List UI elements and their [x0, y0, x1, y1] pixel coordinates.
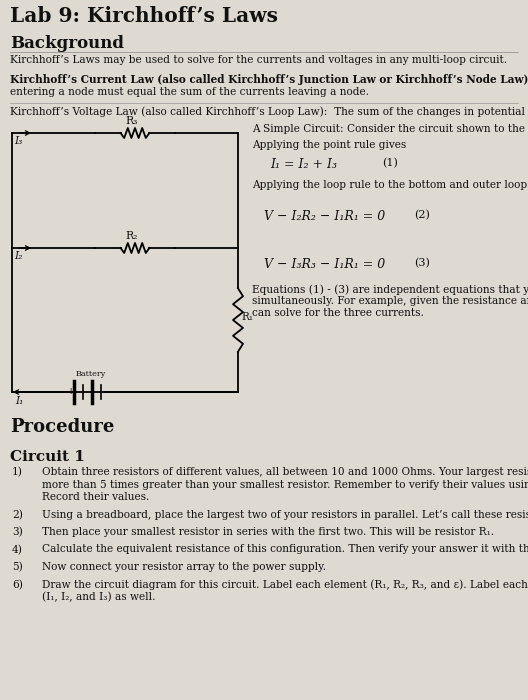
Text: Kirchhoff’s Voltage Law (also called Kirchhoff’s Loop Law):  The sum of the chan: Kirchhoff’s Voltage Law (also called Kir… [10, 106, 528, 117]
Text: 4): 4) [12, 545, 23, 555]
Text: R₃: R₃ [125, 116, 137, 126]
Text: Using a breadboard, place the largest two of your resistors in parallel. Let’s c: Using a breadboard, place the largest tw… [42, 510, 528, 519]
Text: 1): 1) [12, 467, 23, 477]
Text: I₁ = I₂ + I₃: I₁ = I₂ + I₃ [270, 158, 337, 171]
Text: Applying the loop rule to the bottom and outer loop gives:: Applying the loop rule to the bottom and… [252, 180, 528, 190]
Text: simultaneously. For example, given the resistance and voltage values, you: simultaneously. For example, given the r… [252, 296, 528, 306]
Text: (3): (3) [414, 258, 430, 268]
Text: Procedure: Procedure [10, 418, 115, 436]
Text: 3): 3) [12, 527, 23, 538]
Text: 2): 2) [12, 510, 23, 520]
Text: I₁: I₁ [15, 396, 23, 406]
Text: Kirchhoff’s Laws may be used to solve for the currents and voltages in any multi: Kirchhoff’s Laws may be used to solve fo… [10, 55, 507, 65]
Text: Lab 9: Kirchhoff’s Laws: Lab 9: Kirchhoff’s Laws [10, 6, 278, 26]
Text: can solve for the three currents.: can solve for the three currents. [252, 308, 424, 318]
Text: (1): (1) [382, 158, 398, 168]
Text: V − I₂R₂ − I₁R₁ = 0: V − I₂R₂ − I₁R₁ = 0 [264, 210, 385, 223]
Text: more than 5 times greater than your smallest resistor. Remember to verify their : more than 5 times greater than your smal… [42, 480, 528, 489]
Text: Draw the circuit diagram for this circuit. Label each element (R₁, R₂, R₃, and ε: Draw the circuit diagram for this circui… [42, 580, 528, 590]
Text: (I₁, I₂, and I₃) as well.: (I₁, I₂, and I₃) as well. [42, 592, 156, 602]
Text: A Simple Circuit: Consider the circuit shown to the left.: A Simple Circuit: Consider the circuit s… [252, 124, 528, 134]
Text: 6): 6) [12, 580, 23, 590]
Text: Then place your smallest resistor in series with the first two. This will be res: Then place your smallest resistor in ser… [42, 527, 494, 537]
Text: Record their values.: Record their values. [42, 492, 149, 502]
Text: Obtain three resistors of different values, all between 10 and 1000 Ohms. Your l: Obtain three resistors of different valu… [42, 467, 528, 477]
Text: +: + [67, 387, 76, 396]
Text: Equations (1) - (3) are independent equations that you can solve: Equations (1) - (3) are independent equa… [252, 284, 528, 295]
Text: R₂: R₂ [125, 231, 137, 241]
Text: Kirchhoff’s Current Law (also called Kirchhoff’s Junction Law or Kirchhoff’s Nod: Kirchhoff’s Current Law (also called Kir… [10, 74, 528, 85]
Text: R₁: R₁ [241, 312, 253, 322]
Text: I₃: I₃ [14, 136, 22, 146]
Text: 5): 5) [12, 562, 23, 573]
Text: V − I₃R₃ − I₁R₁ = 0: V − I₃R₃ − I₁R₁ = 0 [264, 258, 385, 271]
Text: entering a node must equal the sum of the currents leaving a node.: entering a node must equal the sum of th… [10, 87, 369, 97]
Text: Background: Background [10, 35, 124, 52]
Text: I₂: I₂ [14, 251, 22, 261]
Text: Battery: Battery [76, 370, 106, 378]
Text: Applying the point rule gives: Applying the point rule gives [252, 140, 406, 150]
Text: Calculate the equivalent resistance of this configuration. Then verify your answ: Calculate the equivalent resistance of t… [42, 545, 528, 554]
Text: Now connect your resistor array to the power supply.: Now connect your resistor array to the p… [42, 562, 326, 572]
Text: (2): (2) [414, 210, 430, 220]
Text: Circuit 1: Circuit 1 [10, 450, 85, 464]
